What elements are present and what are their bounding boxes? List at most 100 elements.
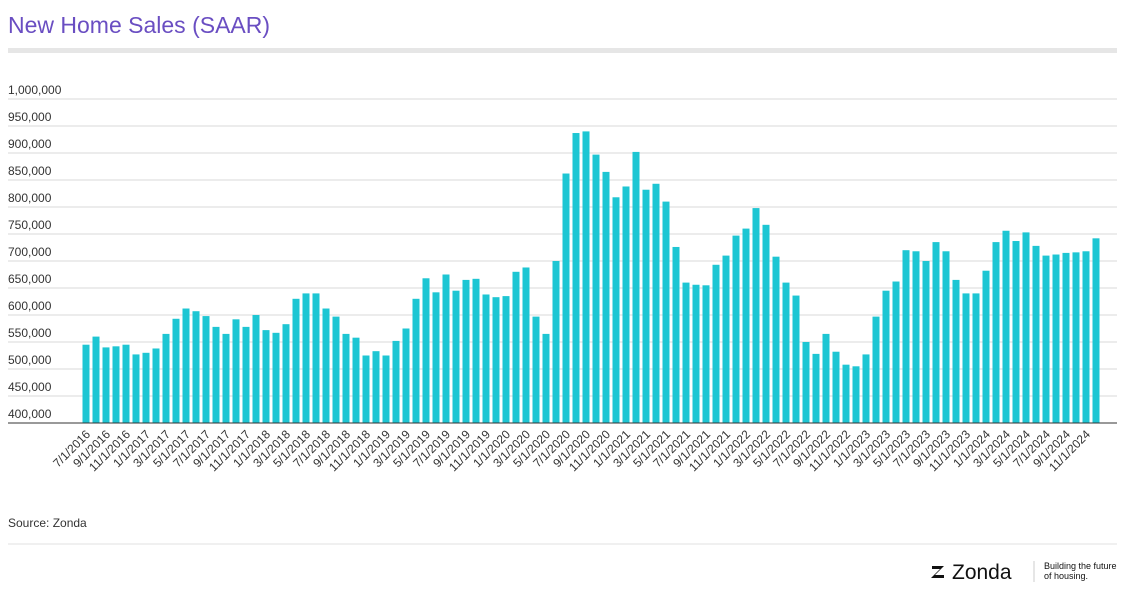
bar xyxy=(352,337,360,423)
bar xyxy=(832,351,840,423)
bar xyxy=(1022,232,1030,423)
y-tick-label: 900,000 xyxy=(8,137,52,151)
bar xyxy=(262,330,270,423)
source: Source: Zonda xyxy=(8,516,87,530)
bar xyxy=(1052,254,1060,423)
y-tick-label: 950,000 xyxy=(8,110,52,124)
bar xyxy=(772,256,780,423)
bar xyxy=(362,355,370,423)
bar xyxy=(752,208,760,423)
bar xyxy=(102,347,110,423)
bar xyxy=(612,197,620,423)
bar xyxy=(1062,252,1070,423)
bar xyxy=(882,290,890,423)
logo: Zonda Building the future of housing. xyxy=(931,561,1117,584)
bar xyxy=(982,270,990,423)
bar xyxy=(162,333,170,423)
bar xyxy=(412,298,420,423)
bar xyxy=(232,319,240,423)
y-tick-label: 700,000 xyxy=(8,245,52,259)
bar xyxy=(1012,241,1020,423)
logo-mark xyxy=(931,566,944,578)
bar xyxy=(532,316,540,423)
bar xyxy=(952,279,960,423)
bar xyxy=(932,242,940,423)
y-tick-label: 750,000 xyxy=(8,218,52,232)
bar xyxy=(722,255,730,423)
bar xyxy=(372,351,380,423)
bar xyxy=(782,282,790,423)
bar xyxy=(382,355,390,423)
bar xyxy=(682,282,690,423)
bar xyxy=(302,293,310,423)
y-tick-label: 450,000 xyxy=(8,380,52,394)
bar xyxy=(292,298,300,423)
bar xyxy=(462,279,470,423)
bar xyxy=(522,267,530,423)
bar xyxy=(182,308,190,423)
chart-title: New Home Sales (SAAR) xyxy=(8,12,270,38)
bar xyxy=(902,250,910,423)
bar xyxy=(212,326,220,423)
bar xyxy=(572,133,580,423)
bar xyxy=(602,171,610,423)
bar xyxy=(1042,255,1050,423)
bar xyxy=(1082,251,1090,423)
bar xyxy=(962,293,970,423)
y-tick-label: 800,000 xyxy=(8,191,52,205)
bar xyxy=(82,344,90,423)
bar xyxy=(702,285,710,423)
bar xyxy=(672,246,680,423)
bar xyxy=(252,315,260,423)
y-tick-label: 550,000 xyxy=(8,326,52,340)
tagline: of housing. xyxy=(1044,571,1088,581)
bar xyxy=(942,251,950,423)
bar xyxy=(492,297,500,423)
brand: Zonda xyxy=(952,561,1012,584)
bar xyxy=(1092,238,1100,423)
bar xyxy=(892,281,900,423)
bar xyxy=(112,346,120,423)
bar xyxy=(142,352,150,423)
bar xyxy=(992,242,1000,423)
bar xyxy=(1072,252,1080,423)
bar xyxy=(922,261,930,423)
tagline: Building the future xyxy=(1044,561,1117,571)
bar xyxy=(312,293,320,423)
y-tick-label: 500,000 xyxy=(8,353,52,367)
bar xyxy=(662,201,670,423)
bar xyxy=(732,235,740,423)
y-tick-label: 650,000 xyxy=(8,272,52,286)
bar xyxy=(762,224,770,423)
bar xyxy=(152,348,160,423)
bar xyxy=(552,261,560,423)
bar xyxy=(792,295,800,423)
bar xyxy=(692,284,700,423)
title-rule xyxy=(8,48,1117,53)
bar xyxy=(842,364,850,423)
bar xyxy=(742,228,750,423)
bar xyxy=(972,293,980,423)
bar xyxy=(242,326,250,423)
bar xyxy=(402,328,410,423)
bar xyxy=(1032,245,1040,423)
bar xyxy=(272,332,280,423)
bar xyxy=(482,294,490,423)
bar xyxy=(1002,230,1010,423)
bar xyxy=(852,366,860,423)
bar xyxy=(562,173,570,423)
bar xyxy=(122,344,130,423)
bar xyxy=(432,292,440,423)
bar xyxy=(132,354,140,423)
bar xyxy=(322,308,330,423)
bar xyxy=(822,333,830,423)
bar xyxy=(282,324,290,423)
bar xyxy=(392,340,400,423)
bar xyxy=(222,333,230,423)
bar xyxy=(422,278,430,423)
bar xyxy=(642,189,650,423)
bar xyxy=(332,316,340,423)
bar xyxy=(172,318,180,423)
y-tick-label: 600,000 xyxy=(8,299,52,313)
